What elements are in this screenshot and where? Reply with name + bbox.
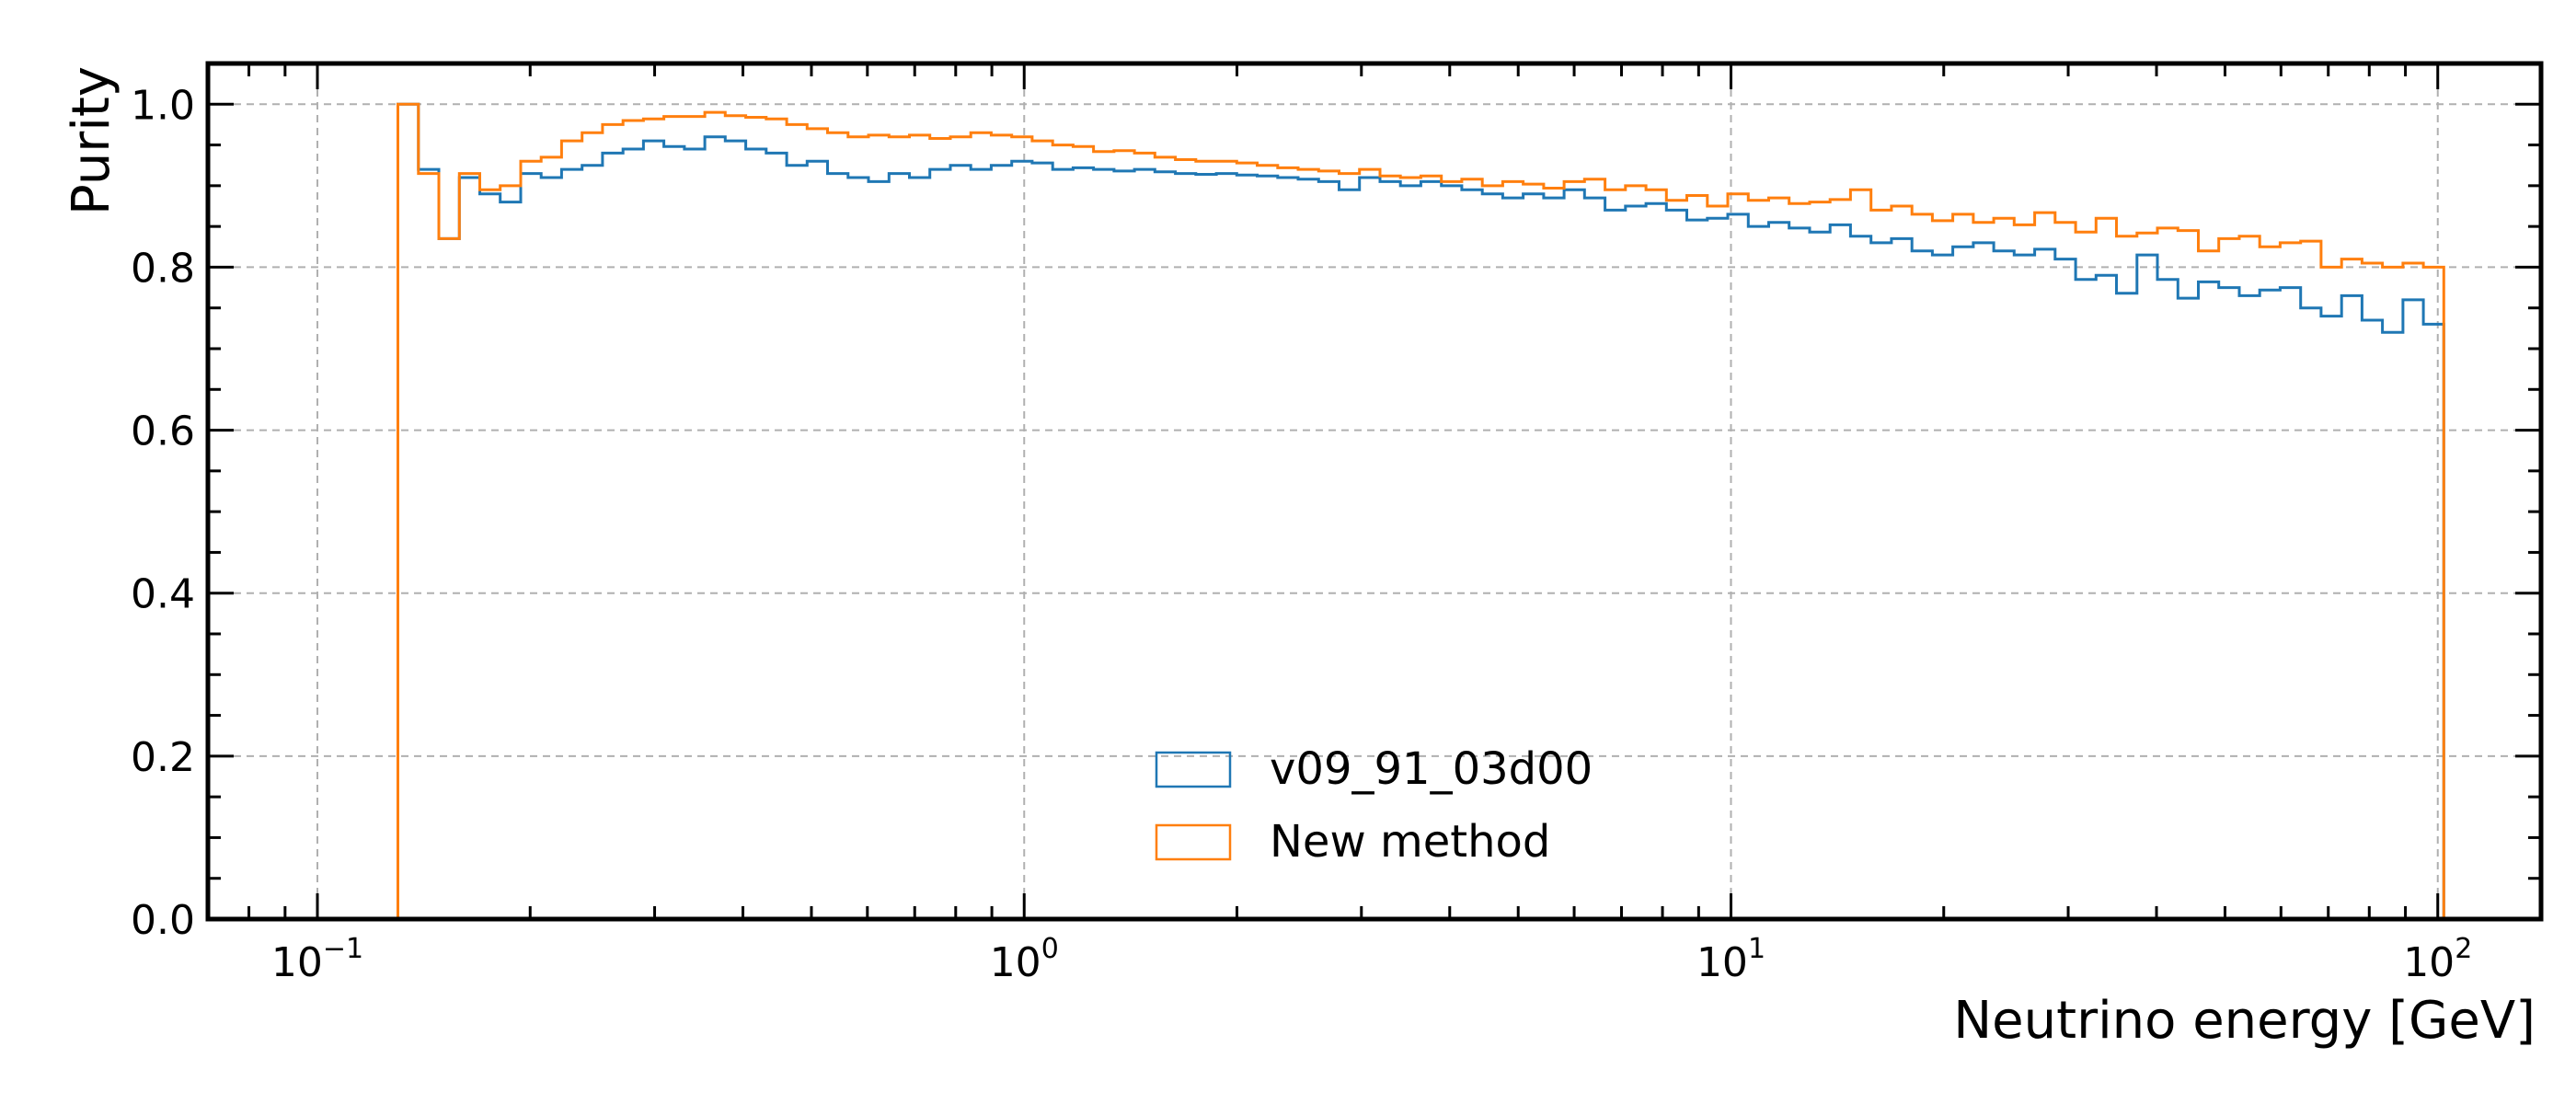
legend-swatch-new-method <box>1155 823 1232 861</box>
x-tick-base: 10 <box>271 939 323 986</box>
y-tick-label: 0.4 <box>131 571 195 618</box>
y-tick-label: 0.2 <box>131 734 195 781</box>
series-layer <box>397 102 2445 919</box>
y-tick-label: 1.0 <box>131 82 195 129</box>
y-axis-label: Purity <box>62 66 121 215</box>
plot-frame <box>205 61 2544 922</box>
y-tick-label: 0.8 <box>131 245 195 292</box>
legend-label-new-method: New method <box>1270 816 1550 868</box>
y-tick-label: 0.0 <box>131 897 195 944</box>
axis-ticks <box>208 63 2541 921</box>
x-tick-base: 10 <box>2403 939 2455 986</box>
legend-swatch-v09 <box>1155 751 1232 788</box>
x-tick-exponent: 1 <box>1748 933 1765 965</box>
x-tick-label: 101 <box>1696 933 1765 986</box>
legend-label-v09: v09_91_03d00 <box>1270 743 1593 795</box>
x-tick-label: 102 <box>2403 933 2472 986</box>
grid <box>208 63 2541 919</box>
x-tick-exponent: −1 <box>323 933 363 965</box>
x-axis-label: Neutrino energy [GeV] <box>1953 991 2536 1051</box>
x-tick-base: 10 <box>1696 939 1748 986</box>
series-line-v09 <box>397 102 2445 919</box>
x-tick-exponent: 2 <box>2455 933 2472 965</box>
x-tick-label: 100 <box>990 933 1059 986</box>
series-line-new-method <box>397 102 2445 919</box>
legend: v09_91_03d00 New method <box>1155 743 1593 868</box>
y-tick-label: 0.6 <box>131 408 195 455</box>
x-tick-base: 10 <box>990 939 1041 986</box>
x-tick-exponent: 0 <box>1041 933 1059 965</box>
x-tick-label: 10−1 <box>271 933 363 986</box>
